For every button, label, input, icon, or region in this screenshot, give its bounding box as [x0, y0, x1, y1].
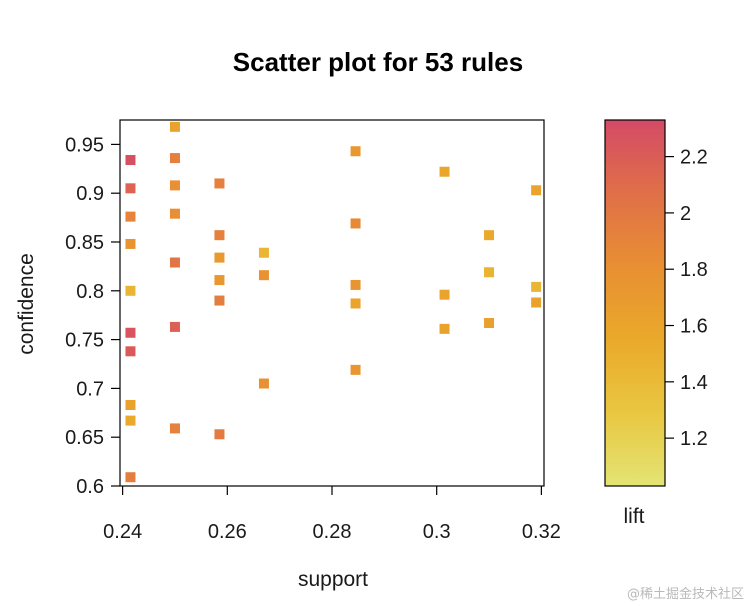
- data-point: [214, 429, 225, 440]
- y-tick-label: 0.9: [76, 183, 104, 205]
- data-point: [214, 178, 225, 189]
- data-point: [439, 166, 450, 177]
- data-point: [484, 318, 495, 329]
- y-tick-label: 0.8: [76, 281, 104, 303]
- y-tick-label: 0.75: [65, 330, 104, 352]
- data-point: [484, 230, 495, 241]
- data-point: [350, 364, 361, 375]
- legend-tick-label: 2: [680, 203, 691, 225]
- data-point: [169, 423, 180, 434]
- data-point: [125, 285, 136, 296]
- data-point: [125, 238, 136, 249]
- legend-tick-label: 2.2: [680, 147, 708, 169]
- data-point: [125, 211, 136, 222]
- y-tick-label: 0.85: [65, 232, 104, 254]
- color-legend-axis: 1.2 1.4 1.6 1.8 2 2.2: [665, 147, 708, 450]
- x-axis-label: support: [298, 568, 368, 591]
- plot-frame: [119, 119, 545, 487]
- data-point: [258, 270, 269, 281]
- data-points: [125, 121, 542, 483]
- data-point: [125, 472, 136, 483]
- x-tick-label: 0.28: [313, 521, 352, 543]
- data-point: [439, 289, 450, 300]
- data-point: [214, 252, 225, 263]
- data-point: [169, 257, 180, 268]
- data-point: [169, 180, 180, 191]
- y-axis-label: confidence: [15, 253, 38, 355]
- data-point: [169, 153, 180, 164]
- x-axis: 0.24 0.26 0.28 0.3 0.32: [103, 486, 561, 543]
- data-point: [258, 378, 269, 389]
- data-point: [350, 218, 361, 229]
- data-point: [125, 346, 136, 357]
- data-point: [350, 279, 361, 290]
- x-tick-label: 0.32: [522, 521, 561, 543]
- data-point: [169, 321, 180, 332]
- x-tick-label: 0.3: [423, 521, 451, 543]
- color-legend-bar: [604, 119, 666, 487]
- watermark: @稀土掘金技术社区: [626, 587, 744, 602]
- y-tick-label: 0.65: [65, 427, 104, 449]
- legend-tick-label: 1.4: [680, 372, 708, 394]
- data-point: [531, 185, 542, 196]
- y-tick-label: 0.95: [65, 134, 104, 156]
- data-point: [439, 323, 450, 334]
- data-point: [125, 155, 136, 166]
- data-point: [169, 208, 180, 219]
- data-point: [125, 415, 136, 426]
- y-axis: 0.6 0.65 0.7 0.75 0.8 0.85 0.9 0.95: [65, 134, 120, 498]
- data-point: [169, 121, 180, 132]
- legend-tick-label: 1.2: [680, 428, 708, 450]
- data-point: [214, 295, 225, 306]
- y-tick-label: 0.6: [76, 476, 104, 498]
- y-tick-label: 0.7: [76, 378, 104, 400]
- x-tick-label: 0.26: [208, 521, 247, 543]
- data-point: [125, 327, 136, 338]
- x-tick-label: 0.24: [103, 521, 142, 543]
- legend-tick-label: 1.6: [680, 316, 708, 338]
- color-legend-label: lift: [624, 505, 645, 528]
- data-point: [350, 298, 361, 309]
- data-point: [214, 230, 225, 241]
- data-point: [125, 183, 136, 194]
- data-point: [125, 399, 136, 410]
- data-point: [258, 247, 269, 258]
- data-point: [484, 267, 495, 278]
- data-point: [350, 146, 361, 157]
- data-point: [214, 275, 225, 286]
- data-point: [531, 281, 542, 292]
- data-point: [531, 297, 542, 308]
- legend-tick-label: 1.8: [680, 259, 708, 281]
- chart-title: Scatter plot for 53 rules: [233, 47, 523, 77]
